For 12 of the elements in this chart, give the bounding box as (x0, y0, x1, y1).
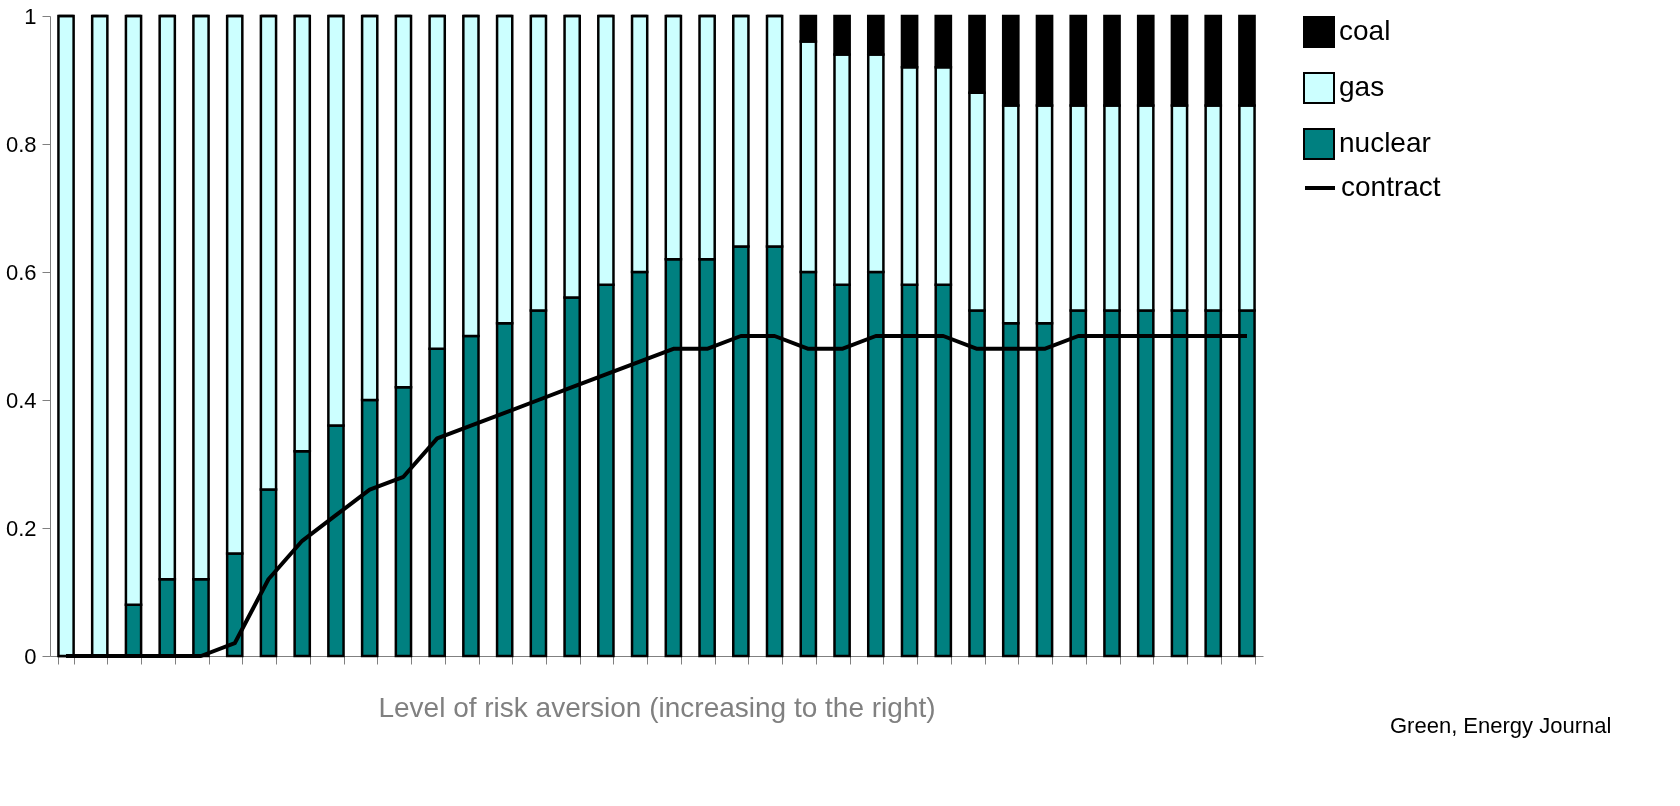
legend-label: contract (1341, 171, 1441, 202)
text: Green, Energy Journal (1390, 713, 1612, 738)
legend-label: coal (1339, 15, 1391, 46)
y-tick-label: 1 (24, 3, 37, 29)
y-tick-label: 0.8 (5, 131, 37, 157)
x-axis-title: Level of risk aversion (increasing to the right) (378, 692, 936, 723)
y-tick-label: 0 (24, 643, 37, 669)
y-tick-label: 0.6 (5, 259, 37, 285)
legend-label: gas (1339, 71, 1385, 102)
y-tick-label: 0.2 (5, 515, 37, 541)
y-tick-label: 0.4 (5, 387, 37, 413)
legend-label: nuclear (1339, 127, 1431, 158)
